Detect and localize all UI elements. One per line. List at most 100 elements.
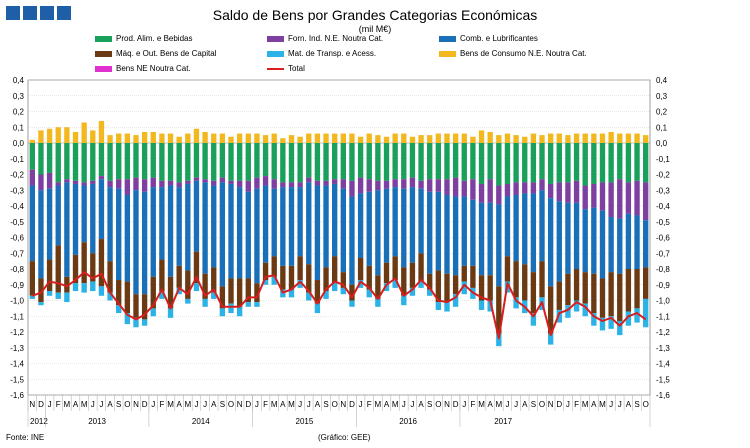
bar-segment — [634, 215, 640, 269]
bar-segment — [332, 179, 338, 184]
bar-segment — [245, 191, 251, 279]
bar-segment — [452, 196, 459, 276]
legend-label: Total — [288, 64, 305, 73]
bar-segment — [591, 207, 597, 274]
bar-segment — [133, 143, 139, 178]
bar-segment — [297, 187, 303, 257]
bar-segment — [280, 138, 286, 143]
bar-segment — [599, 133, 606, 143]
bar-segment — [409, 262, 416, 288]
x-month-label: D — [349, 400, 355, 409]
bar-segment — [124, 133, 131, 143]
x-month-label: D — [142, 400, 148, 409]
bar-segment — [573, 143, 580, 181]
bar-segment — [64, 143, 70, 180]
chart-title: Saldo de Bens por Grandes Categorias Eco… — [212, 7, 538, 23]
bar-segment — [634, 308, 640, 323]
bar-segment — [340, 133, 346, 143]
bar-segment — [582, 185, 588, 210]
bar-segment — [193, 177, 200, 181]
y-tick-label-left: -1,2 — [10, 328, 24, 337]
bar-segment — [202, 182, 208, 274]
bar-segment — [617, 218, 623, 274]
bar-segment — [323, 143, 329, 181]
x-year-label: 2013 — [88, 417, 106, 426]
gee-logo — [6, 6, 71, 20]
bar-segment — [565, 202, 571, 274]
bar-segment — [547, 183, 554, 199]
legend-label: Forn. Ind. N.E. Noutra Cat. — [288, 34, 384, 43]
bar-segment — [280, 182, 286, 188]
bar-segment — [547, 286, 554, 334]
bar-segment — [522, 136, 528, 143]
bar-segment — [280, 187, 286, 266]
bar-segment — [107, 180, 113, 188]
bar-segment — [254, 302, 260, 307]
bar-segment — [340, 143, 346, 180]
bar-segment — [582, 303, 588, 317]
bar-layer — [29, 120, 649, 347]
x-month-label: A — [591, 400, 597, 409]
bar-segment — [461, 265, 467, 282]
bar-segment — [219, 133, 226, 143]
bar-segment — [228, 278, 234, 304]
y-tick-label-left: 0,0 — [13, 139, 25, 148]
bar-segment — [608, 182, 614, 218]
x-month-label: M — [64, 400, 71, 409]
bar-segment — [55, 292, 61, 299]
bar-segment — [625, 213, 632, 269]
bar-segment — [98, 176, 105, 180]
bar-segment — [176, 287, 182, 295]
bar-segment — [599, 317, 606, 331]
bar-segment — [478, 300, 485, 310]
bar-segment — [262, 176, 269, 186]
bar-segment — [530, 133, 537, 143]
bar-segment — [452, 177, 459, 197]
bar-segment — [556, 143, 562, 183]
bar-segment — [323, 267, 329, 292]
x-month-label: S — [427, 400, 432, 409]
bar-segment — [280, 143, 286, 183]
legend-swatch — [267, 50, 284, 57]
bar-segment — [211, 180, 217, 186]
bar-segment — [141, 294, 148, 320]
bar-segment — [470, 136, 476, 143]
bar-segment — [435, 270, 442, 303]
y-tick-label-right: -1,6 — [656, 391, 670, 400]
bar-segment — [435, 143, 442, 180]
x-month-label: J — [514, 400, 518, 409]
bar-segment — [522, 193, 528, 265]
bar-segment — [271, 179, 277, 189]
x-year-label: 2014 — [192, 417, 210, 426]
bar-segment — [366, 179, 372, 192]
bar-segment — [643, 182, 649, 221]
bar-segment — [254, 133, 260, 143]
x-month-label: J — [99, 400, 103, 409]
bar-segment — [185, 133, 191, 143]
y-tick-label-left: -0,4 — [10, 202, 24, 211]
bar-segment — [297, 280, 303, 288]
bar-segment — [306, 182, 312, 265]
x-month-label: M — [288, 400, 295, 409]
bar-segment — [565, 143, 571, 183]
bar-segment — [539, 261, 545, 298]
x-month-label: J — [359, 400, 363, 409]
bar-segment — [90, 130, 96, 143]
bar-segment — [530, 193, 537, 273]
bar-segment — [461, 143, 467, 181]
bar-segment — [401, 188, 407, 268]
bar-segment — [167, 276, 174, 309]
bar-segment — [643, 298, 649, 328]
bar-segment — [608, 131, 614, 143]
bar-segment — [55, 127, 61, 143]
y-tick-label-left: 0,2 — [13, 108, 25, 117]
bar-segment — [366, 265, 372, 290]
bar-segment — [141, 143, 148, 180]
bar-segment — [608, 217, 614, 273]
bar-segment — [38, 278, 44, 303]
bar-segment — [418, 180, 424, 189]
bar-segment — [236, 187, 243, 279]
bar-segment — [461, 133, 467, 143]
x-month-label: M — [478, 400, 485, 409]
bar-segment — [271, 143, 277, 180]
